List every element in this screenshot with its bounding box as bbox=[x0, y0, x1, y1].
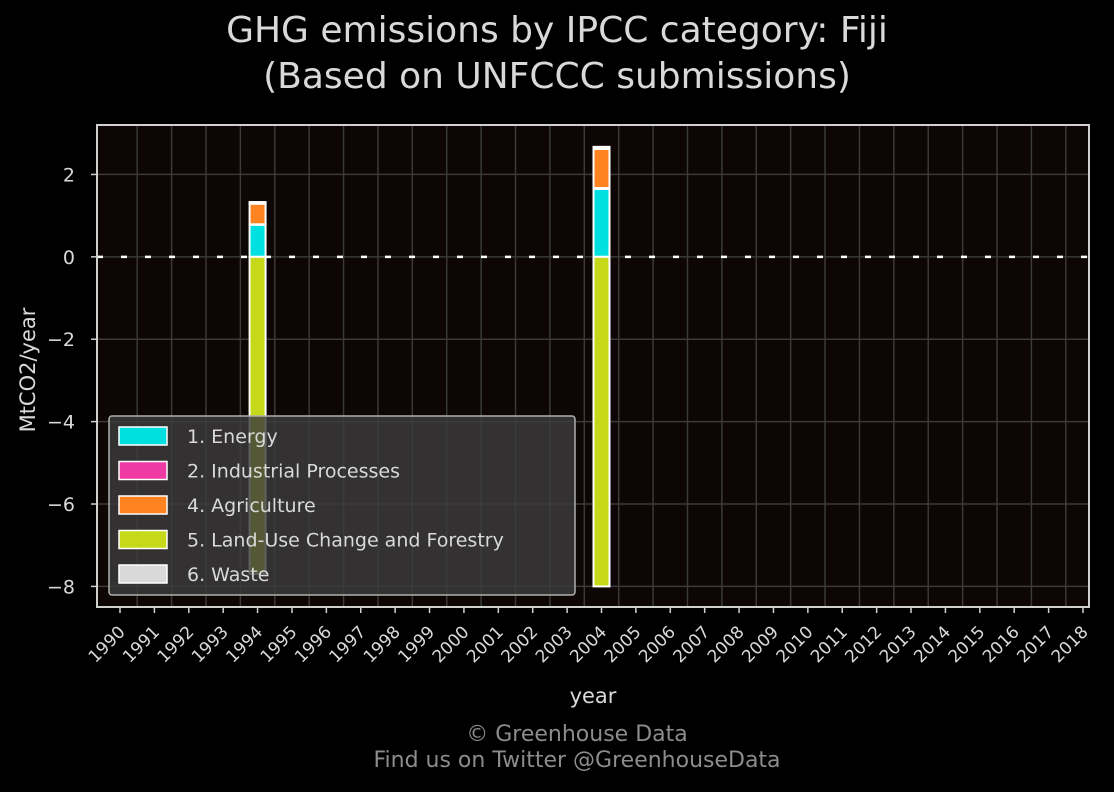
x-tick-label: 2006 bbox=[635, 622, 680, 667]
x-tick-label: 2002 bbox=[498, 622, 543, 667]
legend-label: 1. Energy bbox=[187, 426, 278, 448]
footer: © Greenhouse Data Find us on Twitter @Gr… bbox=[0, 722, 1114, 774]
chart-title: GHG emissions by IPCC category: Fiji (Ba… bbox=[0, 8, 1114, 100]
legend-label: 2. Industrial Processes bbox=[187, 461, 400, 483]
y-tick-label: −4 bbox=[47, 412, 75, 434]
x-tick-label: 2005 bbox=[601, 622, 646, 667]
x-tick-label: 2018 bbox=[1048, 622, 1093, 667]
legend-label: 4. Agriculture bbox=[187, 495, 316, 517]
x-tick-label: 2010 bbox=[773, 622, 818, 667]
bar-2004-5 bbox=[592, 255, 611, 588]
x-axis-label: year bbox=[570, 684, 617, 708]
x-tick-label: 2001 bbox=[463, 622, 508, 667]
legend-swatch bbox=[118, 460, 168, 481]
legend-box bbox=[108, 415, 576, 596]
footer-twitter: Find us on Twitter @GreenhouseData bbox=[373, 748, 781, 773]
legend-swatch bbox=[118, 529, 168, 550]
y-tick-label: −2 bbox=[47, 329, 75, 351]
bar-2004-4 bbox=[592, 147, 611, 190]
x-tick-label: 2003 bbox=[532, 622, 577, 667]
legend-label: 6. Waste bbox=[187, 564, 269, 586]
y-axis-ticks: 2 0 −2 −4 −6 −8 bbox=[47, 164, 97, 598]
plot-frame bbox=[96, 124, 1090, 608]
x-tick-label: 1992 bbox=[154, 622, 199, 667]
chart-title-line-2: (Based on UNFCCC submissions) bbox=[263, 56, 851, 97]
x-tick-label: 1993 bbox=[188, 622, 233, 667]
x-tick-label: 1997 bbox=[326, 622, 371, 667]
y-tick-label: 2 bbox=[63, 164, 75, 186]
x-tick-label: 2011 bbox=[807, 622, 852, 667]
bar-1994-4 bbox=[248, 202, 267, 226]
legend-label: 5. Land-Use Change and Forestry bbox=[187, 530, 504, 552]
x-tick-label: 2000 bbox=[429, 622, 474, 667]
bar-2004-1 bbox=[592, 187, 611, 258]
x-tick-label: 1995 bbox=[257, 622, 302, 667]
y-axis-label: MtCO2/year bbox=[16, 307, 40, 432]
y-tick-label: −8 bbox=[47, 576, 75, 598]
legend-swatch bbox=[118, 564, 168, 584]
x-tick-label: 1994 bbox=[222, 622, 267, 667]
x-tick-label: 2008 bbox=[704, 622, 749, 667]
x-tick-label: 1996 bbox=[291, 622, 336, 667]
chart-title-line-1: GHG emissions by IPCC category: Fiji bbox=[226, 10, 888, 51]
y-tick-label: 0 bbox=[63, 247, 75, 269]
legend-swatch bbox=[118, 495, 168, 515]
x-tick-label: 2016 bbox=[979, 622, 1024, 667]
y-tick-label: −6 bbox=[47, 494, 75, 516]
x-axis-ticks: 1990199119921993199419951996199719981999… bbox=[85, 607, 1093, 667]
x-tick-label: 2004 bbox=[566, 622, 611, 667]
bar-1994-1 bbox=[248, 223, 267, 258]
legend: 1. Energy 2. Industrial Processes 4. Agric… bbox=[108, 415, 576, 596]
x-tick-label: 1998 bbox=[360, 622, 405, 667]
x-tick-label: 2017 bbox=[1013, 622, 1058, 667]
x-tick-label: 2015 bbox=[945, 622, 990, 667]
legend-swatch bbox=[118, 426, 168, 446]
bar-1994-6 bbox=[248, 201, 267, 205]
x-tick-label: 2007 bbox=[669, 622, 714, 667]
x-tick-label: 1990 bbox=[85, 622, 130, 667]
x-tick-label: 2014 bbox=[910, 622, 955, 667]
x-tick-label: 2013 bbox=[876, 622, 921, 667]
footer-copyright: © Greenhouse Data bbox=[466, 722, 688, 747]
x-tick-label: 1991 bbox=[119, 622, 164, 667]
x-tick-label: 1999 bbox=[394, 622, 439, 667]
x-tick-label: 2009 bbox=[738, 622, 783, 667]
bar-2004-6 bbox=[592, 145, 611, 150]
x-tick-label: 2012 bbox=[841, 622, 886, 667]
